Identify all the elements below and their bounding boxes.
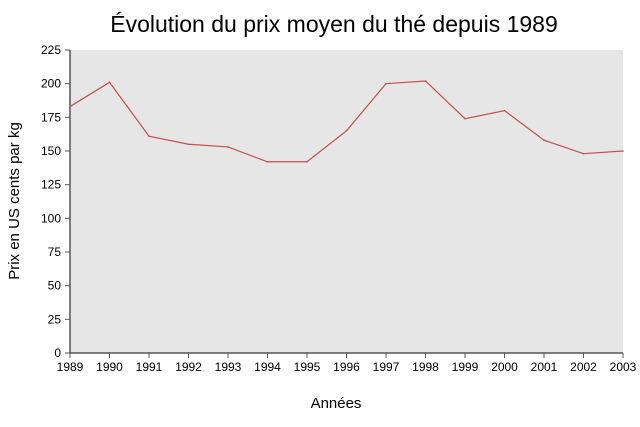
x-tick-label: 1998: [412, 360, 439, 374]
data-point: [582, 152, 585, 155]
x-tick-label: 1997: [373, 360, 400, 374]
y-tick-label: 50: [48, 279, 62, 293]
x-tick-label: 1991: [136, 360, 163, 374]
data-point: [148, 135, 150, 137]
data-point: [187, 143, 190, 146]
data-point: [503, 109, 506, 112]
x-tick-label: 1999: [452, 360, 479, 374]
x-tick-label: 2001: [531, 360, 558, 374]
y-axis: 0 25 50 75 100 125 150 175 200 225: [41, 43, 71, 360]
x-axis-label: Années: [311, 395, 362, 412]
y-tick-label: 125: [41, 178, 61, 192]
series-lines: [69, 80, 624, 163]
y-axis-label: Prix en US cents par kg: [6, 122, 23, 280]
data-point: [385, 82, 387, 85]
data-point: [464, 117, 466, 120]
x-tick-label: 1995: [294, 360, 321, 374]
data-point: [622, 150, 624, 152]
y-tick-label: 150: [41, 144, 61, 158]
x-tick-label: 1996: [333, 360, 360, 374]
x-tick-label: 2002: [570, 360, 597, 374]
data-point: [266, 160, 269, 163]
y-tick-label: 25: [48, 312, 62, 326]
y-tick-label: 200: [41, 77, 61, 91]
data-point: [69, 105, 71, 108]
plot-area: [70, 50, 623, 353]
x-tick-label: 2000: [491, 360, 518, 374]
y-tick-label: 225: [41, 43, 61, 57]
data-point: [227, 146, 229, 148]
x-tick-label: 1990: [96, 360, 123, 374]
y-tick-label: 175: [41, 110, 61, 124]
data-point: [424, 80, 427, 82]
x-axis: 1989 1990 1991 1992 1993 1994 1995 1996 1997 1998…: [57, 352, 637, 374]
x-tick-label: 1994: [254, 360, 281, 374]
x-tick-label: 1993: [215, 360, 242, 374]
x-tick-label: 2003: [610, 360, 637, 374]
data-point: [543, 139, 545, 142]
y-tick-label: 100: [41, 211, 61, 225]
data-point: [108, 81, 111, 84]
data-point: [306, 160, 308, 163]
x-tick-label: 1992: [175, 360, 202, 374]
y-tick-label: 75: [48, 245, 62, 259]
y-tick-label: 0: [54, 346, 61, 360]
x-tick-label: 1989: [57, 360, 84, 374]
chart-title: Évolution du prix moyen du thé depuis 19…: [110, 11, 558, 37]
data-point: [345, 130, 348, 132]
